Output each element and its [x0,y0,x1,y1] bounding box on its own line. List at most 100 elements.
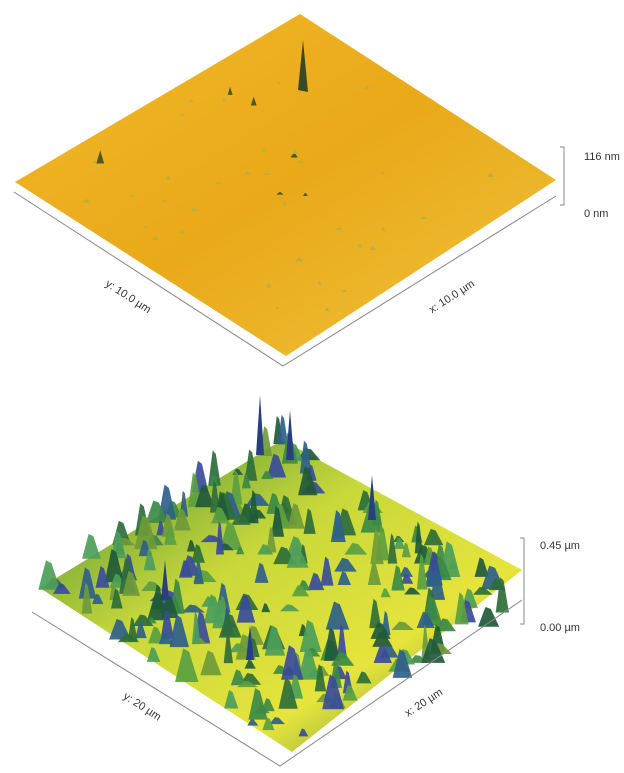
y-axis-label: y: 20 µm [121,690,163,723]
surface-feature [145,500,168,523]
surface-feature [161,560,169,600]
surface-feature [181,604,206,613]
surface-feature [275,306,280,309]
surface-feature [276,81,281,85]
surface-feature [209,475,220,487]
surface-feature [211,506,230,524]
surface-feature [278,677,298,709]
surface-feature [111,588,123,609]
surface-feature [164,526,177,545]
surface-feature [487,172,494,177]
surface-feature [218,613,242,638]
z-min-label: 0 nm [584,208,608,220]
surface-feature [264,625,286,656]
surface-feature [290,152,298,158]
surface-feature [281,201,288,206]
surface-feature [394,537,406,549]
surface-feature [175,648,199,682]
surface-feature [215,521,224,555]
surface-feature [188,99,194,103]
surface-feature [193,560,204,585]
surface-feature [230,469,243,505]
surface-feature [368,475,376,520]
surface-feature [334,226,343,230]
surface-feature [235,546,245,555]
surface-feature [262,717,275,731]
surface-feature [303,508,316,534]
surface-feature [96,150,105,164]
surface-feature [387,533,398,564]
surface-feature [299,619,322,652]
surface-feature [337,571,352,585]
surface-feature [435,618,456,632]
top-afm-image: 116 nm 0 nm y: 10.0 µm x: 10.0 µm [13,14,620,367]
surface-feature [296,160,305,163]
surface-feature [364,85,371,89]
surface-feature [231,513,251,525]
surface-feature [83,198,91,203]
surface-feature [472,587,493,595]
surface-feature [322,674,345,710]
surface-feature [224,690,239,709]
surface-feature [81,582,93,614]
surface-feature [320,556,334,586]
surface-feature [269,717,286,725]
surface-feature [247,719,259,726]
surface-feature [298,466,318,496]
surface-feature [82,533,101,559]
surface-feature [325,601,350,630]
surface-feature [158,484,177,520]
surface-feature [392,649,413,678]
surface-feature [298,728,309,737]
surface-feature [286,546,309,568]
surface-feature [191,611,201,645]
surface-feature [430,570,446,600]
surface-feature [370,528,384,565]
surface-feature [173,508,191,531]
surface-feature [236,593,256,623]
surface-feature [219,521,243,551]
surface-feature [281,645,304,680]
surface-feature [265,282,271,288]
surface-feature [369,246,376,250]
surface-feature [478,606,500,627]
surface-feature [209,480,221,513]
surface-feature [92,593,104,605]
peak [298,40,308,92]
z-scale [560,146,565,206]
surface-feature [373,644,393,664]
surface-feature [53,583,71,594]
surface-feature [266,453,287,478]
surface-feature [191,544,205,563]
surface-feature [95,566,110,588]
surface-feature [416,553,428,590]
surface-feature [208,450,221,486]
surface-feature [165,175,171,180]
surface-feature [146,647,161,662]
surface-feature [244,449,258,481]
surface-feature [425,566,436,587]
surface-feature [158,631,174,645]
surface-feature [236,680,258,688]
surface-feature [248,688,268,720]
surface-feature [286,410,294,460]
surface-feature [356,243,363,248]
surface-feature [391,621,415,631]
surface-feature [221,98,227,102]
surface-feature [254,562,269,583]
y-axis-label: y: 10.0 µm [103,278,153,316]
surface-feature [169,614,189,648]
surface-feature [414,521,423,554]
surface-feature [223,631,234,664]
surface-feature [298,647,320,680]
surface-feature [341,289,348,292]
surface-feature [178,560,193,578]
surface-feature [380,226,386,232]
surface-feature [130,193,135,197]
surface-feature [161,199,168,202]
surface-feature [135,621,147,639]
surface-feature [241,472,251,489]
surface-feature [295,256,304,262]
surface-feature [93,160,98,163]
surface-feature [380,588,391,598]
